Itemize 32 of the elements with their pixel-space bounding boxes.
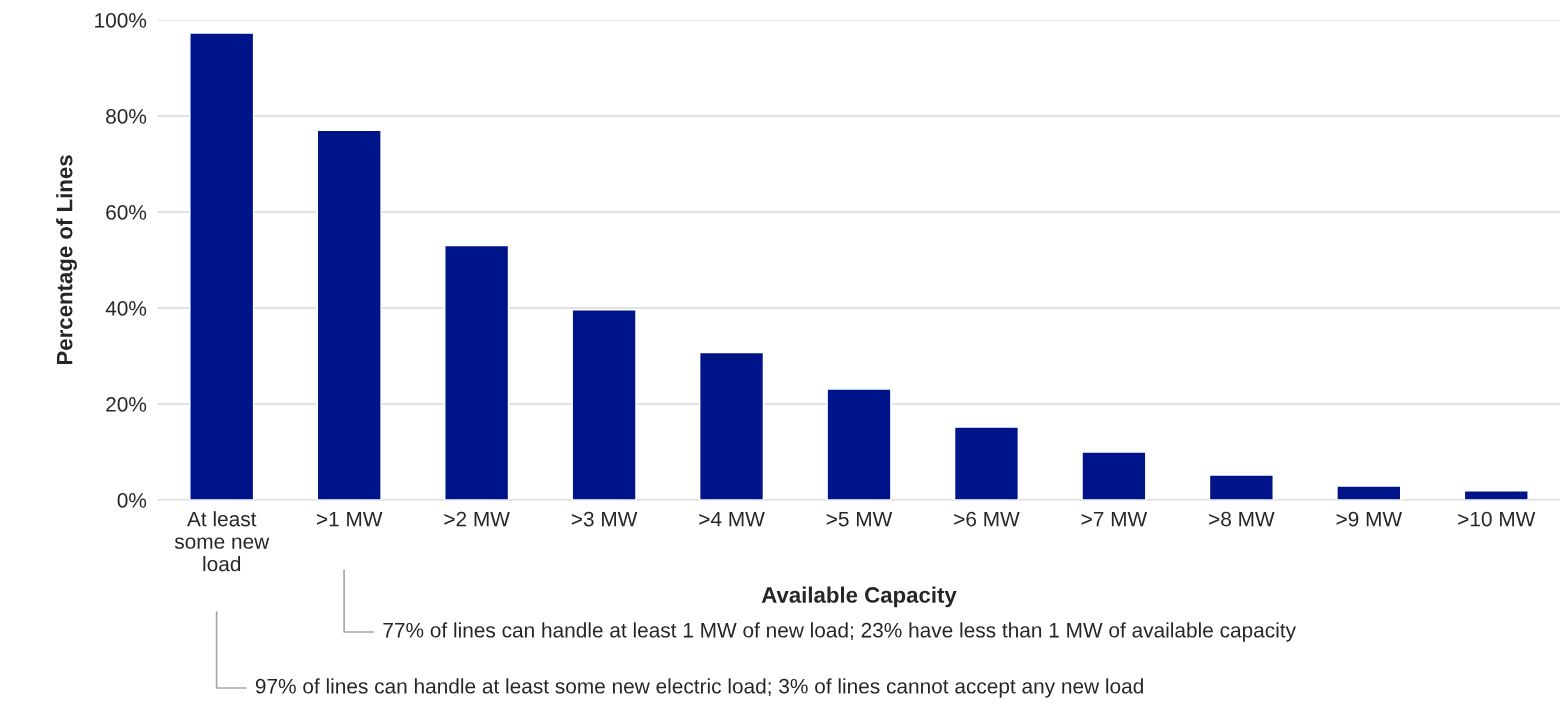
x-tick-label: >10 MW xyxy=(1458,511,1536,527)
y-tick-label: 40% xyxy=(105,301,147,316)
x-tick-label: >6 MW xyxy=(954,511,1020,527)
bar xyxy=(1208,474,1274,500)
y-tick-label: 60% xyxy=(106,205,147,220)
bar xyxy=(1081,451,1147,500)
x-tick-label: >8 MW xyxy=(1209,511,1275,527)
x-tick-label: >3 MW xyxy=(571,511,638,527)
x-tick-label: >7 MW xyxy=(1081,511,1148,527)
bar xyxy=(571,309,637,500)
text: 77% of lines can handle at least 1 MW of new load; 23% have less than 1 MW of available capacity xyxy=(383,622,1296,642)
x-tick-label: >4 MW xyxy=(699,511,765,527)
text: 97% of lines can handle at least some new electric load; 3% of lines cannot accept any new load xyxy=(255,678,1143,698)
bar xyxy=(826,388,892,500)
bar xyxy=(444,244,510,500)
x-axis-title: Available Capacity xyxy=(761,586,957,608)
x-tick-label: >5 MW xyxy=(826,511,893,527)
y-axis-title: Percentage of Lines xyxy=(56,155,77,365)
bar xyxy=(316,129,382,500)
bar xyxy=(953,426,1020,500)
bar xyxy=(189,32,255,500)
y-tick-label: 100% xyxy=(95,13,147,28)
bar xyxy=(1463,490,1529,500)
x-tick-label: >2 MW xyxy=(444,511,510,527)
bar xyxy=(1336,485,1402,500)
y-tick-label: 0% xyxy=(117,493,147,508)
y-tick-label: 20% xyxy=(106,397,147,412)
x-tick-label: >9 MW xyxy=(1336,511,1403,527)
x-tick-label: >1 MW xyxy=(316,511,383,527)
y-tick-label: 80% xyxy=(106,109,147,124)
bar xyxy=(698,351,765,500)
x-tick-label: At least some new load xyxy=(174,511,270,572)
